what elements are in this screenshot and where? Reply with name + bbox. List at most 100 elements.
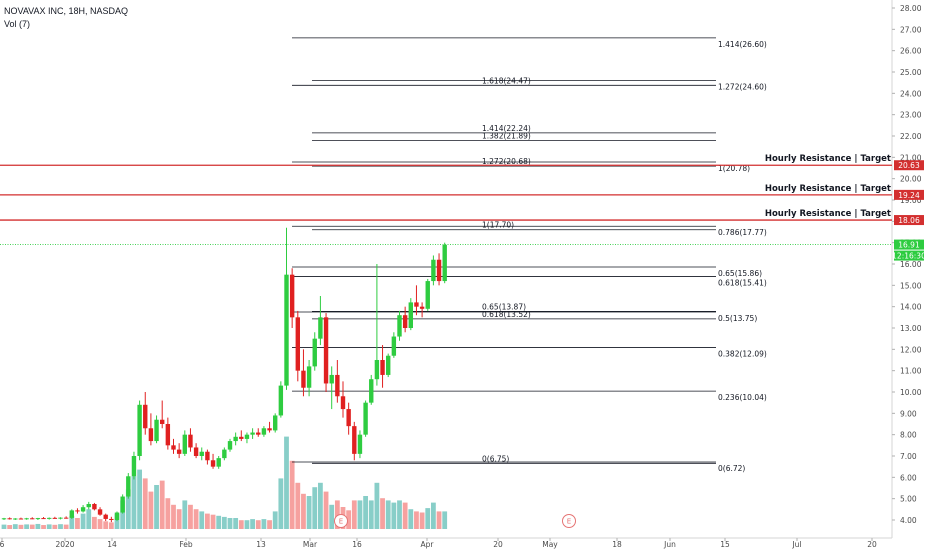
volume-bar <box>312 487 318 529</box>
price-tick-label: 9.00 <box>900 409 917 418</box>
candle-body <box>357 434 363 454</box>
volume-bar <box>176 509 182 529</box>
volume-bar <box>301 493 306 529</box>
volume-bar <box>221 516 227 529</box>
resistance-label: Hourly Resistance | Target <box>765 154 891 164</box>
volume-bar <box>385 500 391 529</box>
candle-body <box>374 360 380 380</box>
resistance-price-text: 19.24 <box>898 191 920 200</box>
last-price-text: 16.91 <box>898 241 920 250</box>
volume-bar <box>346 510 352 529</box>
candle-body <box>216 458 221 467</box>
price-tick-label: 22.00 <box>900 132 922 141</box>
volume-bar <box>137 469 142 529</box>
candle-body <box>80 507 86 512</box>
candle-body <box>47 517 52 519</box>
price-tick-label: 12.00 <box>900 345 922 354</box>
time-tick-label: 16 <box>352 540 362 549</box>
candle-body <box>386 355 391 375</box>
fib-level-label: 0.618(15.41) <box>718 279 767 288</box>
volume-bar <box>193 509 199 529</box>
volume-bar <box>374 482 380 529</box>
candle-body <box>171 445 176 450</box>
candle-body <box>301 370 306 388</box>
fib-level-label: 1(17.70) <box>482 221 514 230</box>
volume-bar <box>414 511 419 529</box>
volume-bar <box>46 524 52 529</box>
volume-bar <box>380 498 385 529</box>
volume-bar <box>69 515 75 529</box>
price-tick-label: 11.00 <box>900 367 922 376</box>
volume-bar <box>86 509 92 529</box>
volume-bar <box>233 518 239 529</box>
resistance-price-text: 20.63 <box>898 161 920 170</box>
candle-body <box>414 302 419 307</box>
candle-body <box>131 456 137 477</box>
volume-bar <box>131 476 137 529</box>
time-tick-label: Mar <box>303 540 318 549</box>
resistance-price-badge <box>894 160 924 171</box>
time-tick-label: 18 <box>612 540 622 549</box>
candle-body <box>391 336 397 356</box>
candle-body <box>273 415 278 431</box>
time-tick-label: Jun <box>663 540 676 549</box>
earnings-event-label: E <box>339 518 343 526</box>
candle-body <box>103 514 108 519</box>
fib-level-label: 1.414(22.24) <box>482 124 531 133</box>
price-tick-label: 19.00 <box>900 196 922 205</box>
volume-bar <box>357 500 363 529</box>
candle-body <box>419 306 425 309</box>
candle-body <box>165 424 171 446</box>
volume-bar <box>306 496 312 529</box>
time-tick-label: 6 <box>0 540 5 549</box>
fib-level-label: 1.272(24.60) <box>718 83 767 92</box>
resistance-price-badge <box>894 215 924 226</box>
candle-body <box>335 374 340 397</box>
candle-body <box>137 404 142 456</box>
price-tick-label: 23.00 <box>900 111 922 120</box>
volume-bar <box>284 436 289 529</box>
candle-body <box>425 281 430 309</box>
volume-bar <box>103 521 109 529</box>
candle-body <box>35 518 41 520</box>
volume-bar <box>165 498 171 529</box>
price-tick-label: 4.00 <box>900 516 917 525</box>
volume-bar <box>18 524 24 529</box>
candle-body <box>346 409 351 427</box>
volume-bar <box>267 520 272 529</box>
countdown-badge <box>894 250 924 261</box>
candle-body <box>58 517 63 519</box>
candle-body <box>442 244 447 282</box>
volume-bar <box>272 511 278 529</box>
candle-body <box>160 419 165 424</box>
candle-body <box>69 510 74 518</box>
volume-bar <box>114 513 120 529</box>
earnings-event-label: E <box>567 518 571 526</box>
resistance-price-badge <box>894 189 924 200</box>
price-tick-label: 20.00 <box>900 175 922 184</box>
volume-bar <box>188 504 193 529</box>
fib-level-label: 0.65(15.86) <box>718 269 762 278</box>
candle-body <box>92 504 97 510</box>
volume-bar <box>250 519 255 529</box>
volume-bar <box>318 482 323 529</box>
time-tick-label: Feb <box>179 540 193 549</box>
candle-body <box>369 379 374 403</box>
volume-bar <box>442 511 448 529</box>
volume-bar <box>278 478 284 529</box>
volume-bar <box>431 502 436 529</box>
price-tick-label: 24.00 <box>900 89 922 98</box>
volume-bar <box>97 519 103 529</box>
candle-body <box>329 374 334 384</box>
volume-bar <box>171 504 176 529</box>
volume-bar <box>199 511 205 529</box>
candle-body <box>120 496 125 513</box>
candle-body <box>126 476 131 497</box>
candle-body <box>318 317 323 339</box>
volume-bar <box>391 502 397 529</box>
volume-bar <box>148 491 154 529</box>
price-tick-label: 27.00 <box>900 25 922 34</box>
volume-bar <box>52 524 58 529</box>
volume-bar <box>244 520 250 529</box>
